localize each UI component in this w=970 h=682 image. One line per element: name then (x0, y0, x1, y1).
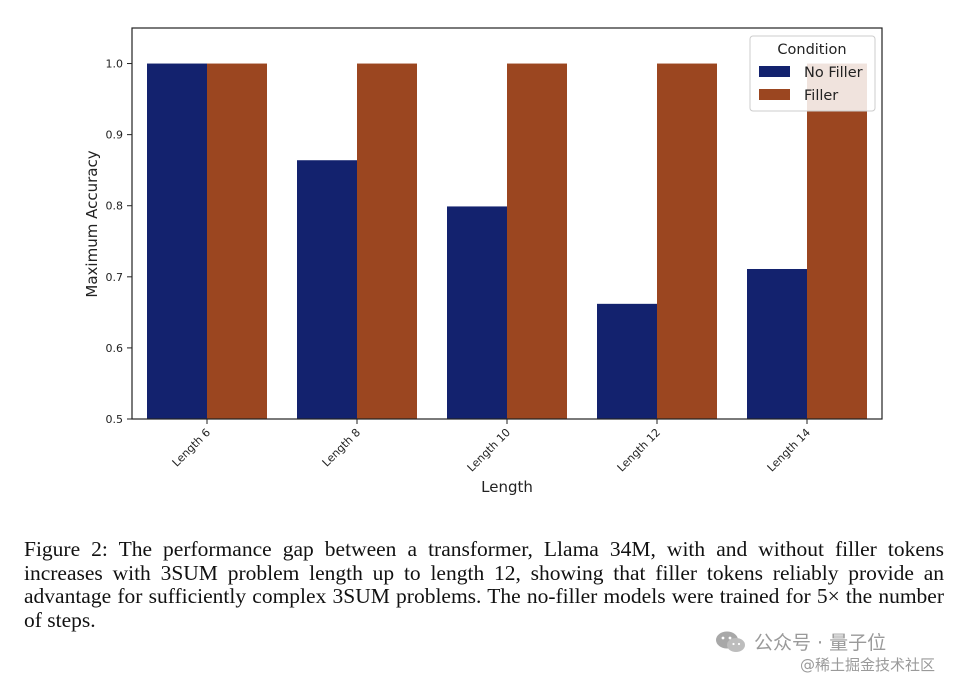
bar-filler-length-12 (657, 63, 717, 419)
x-tick-label: Length 12 (615, 426, 663, 474)
x-axis-ticks: Length 6 Length 8 Length 10 Length 12 Length… (170, 419, 813, 474)
legend: Condition No Filler Filler (749, 35, 876, 112)
bar-filler-length-14 (807, 63, 867, 419)
wechat-icon (716, 631, 745, 652)
x-axis-label: Length (481, 478, 533, 496)
y-tick-label: 0.5 (106, 413, 124, 426)
y-tick-label: 0.8 (106, 200, 124, 213)
x-tick-label: Length 6 (170, 426, 213, 469)
x-tick-label: Length 14 (765, 426, 813, 474)
legend-label-filler: Filler (804, 88, 838, 104)
legend-swatch-no-filler (759, 66, 790, 77)
bar-no-filler-length-8 (297, 160, 357, 419)
bar-filler-length-8 (357, 63, 417, 419)
bar-no-filler-length-12 (597, 303, 657, 419)
legend-title: Condition (777, 42, 846, 58)
bar-filler-length-10 (507, 63, 567, 419)
bar-filler-length-6 (207, 63, 267, 419)
x-tick-label: Length 8 (320, 426, 363, 469)
watermark-account: 公众号 · 量子位 (714, 628, 886, 655)
bar-no-filler-length-10 (447, 206, 507, 419)
bar-no-filler-length-6 (147, 63, 207, 419)
bars-group (147, 63, 867, 419)
y-tick-label: 0.9 (106, 129, 124, 142)
watermark-site: @稀土掘金技术社区 (800, 656, 936, 674)
y-axis-ticks: 0.5 0.6 0.7 0.8 0.9 1.0 (106, 58, 132, 426)
bar-no-filler-length-14 (747, 268, 807, 419)
legend-label-no-filler: No Filler (804, 65, 863, 81)
figure-caption: Figure 2: The performance gap between a … (24, 537, 944, 632)
legend-swatch-filler (759, 89, 790, 100)
y-tick-label: 1.0 (106, 58, 124, 71)
y-tick-label: 0.7 (106, 271, 124, 284)
x-tick-label: Length 10 (465, 426, 513, 474)
y-tick-label: 0.6 (106, 342, 124, 355)
y-axis-label: Maximum Accuracy (83, 150, 101, 297)
watermark-account-text: 公众号 · 量子位 (754, 632, 887, 654)
plot-frame (131, 27, 883, 420)
bar-chart: 0.50.60.70.80.91.0 Length 6 Length 8 Lengt… (83, 27, 883, 496)
